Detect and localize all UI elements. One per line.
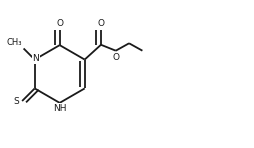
Text: CH₃: CH₃ bbox=[7, 38, 22, 47]
Text: O: O bbox=[98, 19, 104, 28]
Text: NH: NH bbox=[53, 104, 67, 113]
Text: N: N bbox=[33, 54, 39, 63]
Text: O: O bbox=[56, 19, 63, 28]
Text: O: O bbox=[112, 53, 119, 62]
Text: S: S bbox=[14, 96, 20, 106]
